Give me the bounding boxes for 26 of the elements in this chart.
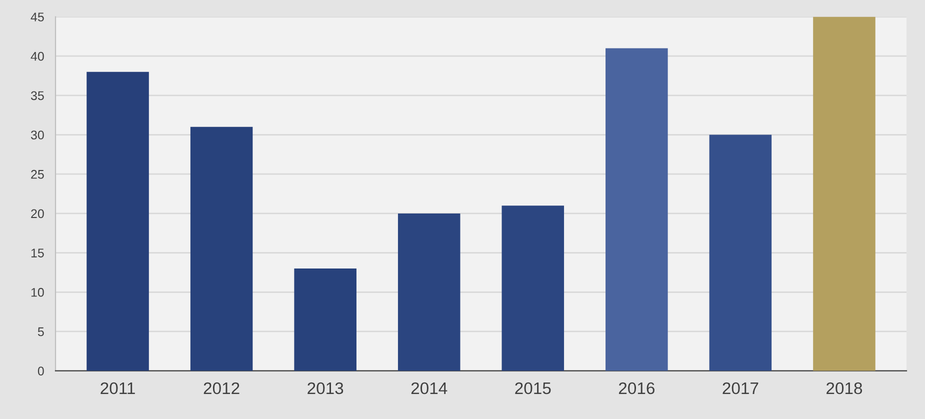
y-tick-label: 35	[30, 91, 44, 100]
y-tick-label: 5	[38, 327, 44, 336]
bar	[502, 206, 564, 371]
x-tick-label: 2017	[722, 382, 758, 394]
bar	[709, 134, 772, 371]
y-tick-label: 40	[30, 52, 44, 61]
bar	[86, 72, 149, 371]
y-tick-label: 10	[31, 288, 44, 297]
bar	[813, 16, 876, 371]
x-tick-label: 2018	[826, 382, 862, 394]
x-tick-label: 2013	[308, 382, 344, 394]
x-tick-label: 2014	[411, 382, 448, 394]
x-tick-label: 2015	[515, 382, 551, 394]
bar	[606, 48, 668, 371]
y-tick-label: 25	[31, 170, 44, 179]
x-tick-label: 2011	[100, 382, 135, 394]
bar	[294, 268, 356, 371]
bar	[398, 213, 460, 371]
y-tick-label: 20	[31, 209, 44, 218]
y-tick-label: 0	[38, 366, 44, 376]
x-tick-label: 2012	[204, 382, 240, 394]
y-tick-label: 45	[30, 12, 44, 22]
y-tick-label: 30	[30, 130, 44, 140]
y-tick-label: 15	[31, 248, 44, 258]
x-tick-label: 2016	[618, 382, 654, 394]
bar	[190, 126, 253, 371]
